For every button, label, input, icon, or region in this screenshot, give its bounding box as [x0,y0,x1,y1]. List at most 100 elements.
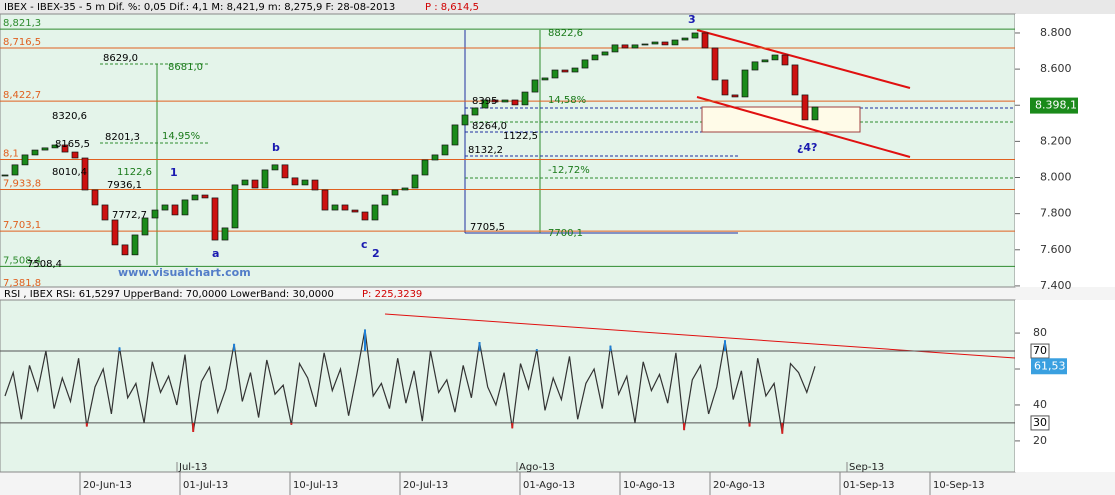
annotation: 8629,0 [103,53,138,64]
candle [1,174,9,177]
candle [141,217,149,236]
candle [121,244,129,256]
x-tick-label: 10-Jul-13 [293,480,338,491]
candle [131,234,139,256]
level-label: 8,716,5 [3,37,41,48]
candle [711,47,719,81]
level-label: 8,422,7 [3,90,41,101]
candle [51,144,59,149]
annotation: 1122,5 [503,131,538,142]
candle [111,219,119,246]
candle [631,44,639,49]
wave-label: b [272,141,280,154]
y-tick-label: 8.200 [1040,134,1072,147]
candle [391,189,399,196]
rsi-panel [0,299,1016,473]
candle [241,179,249,186]
wave-label: c [361,238,368,251]
candle [331,204,339,211]
candle [231,184,239,229]
candle [741,69,749,98]
candle [661,41,669,46]
trend-line [696,29,911,89]
candle [431,154,439,161]
annotation: 8395 [472,96,497,107]
candle [621,44,629,49]
rsi-title-p: P: 225,3239 [362,289,422,300]
candle [411,174,419,189]
candle [771,54,779,61]
annotation: -12,72% [548,165,590,176]
level-label: 7,933,8 [3,178,41,189]
candle [721,79,729,96]
band-label: 30 [1033,416,1047,429]
candle [301,179,309,186]
candle [791,64,799,96]
band-box [1030,343,1050,359]
trend-line [696,96,911,158]
candle [531,79,539,93]
annotation: 8264,0 [472,121,507,132]
candle [421,159,429,176]
candle [691,32,699,39]
y-tick-label: 7.400 [1040,279,1072,292]
candle [221,227,229,241]
candle [171,204,179,216]
x-tick-label: 01-Ago-13 [523,480,575,491]
candle [461,114,469,126]
candle [811,106,819,121]
target-box [701,106,861,133]
annotation: 1122,6 [117,167,152,178]
annotation: 8822,6 [548,28,583,39]
rsi-line [4,329,816,434]
rsi-axis-area [1015,300,1115,472]
candle [91,189,99,206]
wave-label: ¿4? [797,141,817,154]
header-p: P : 8,614,5 [425,2,479,13]
candle [361,211,369,221]
candle [611,44,619,53]
candle [651,41,659,45]
candle [491,99,499,103]
annotation: 8132,2 [468,145,503,156]
band-box [1030,415,1050,431]
candle [31,149,39,156]
candle [401,187,409,191]
y-tick-label: 40 [1033,398,1047,411]
candle [761,59,769,63]
candle [581,59,589,69]
x-tick-label: 01-Jul-13 [183,480,228,491]
candle [311,179,319,191]
candle [371,204,379,221]
candle [11,164,19,176]
candle [601,51,609,56]
annotation: 7936,1 [107,180,142,191]
annotation: 14,58% [548,95,586,106]
candle [81,157,89,191]
month-label: Ago-13 [519,462,555,473]
level-label: 8,821,3 [3,18,41,29]
y-tick-label: 7.600 [1040,243,1072,256]
header-bar [0,0,1115,14]
candle [261,169,269,189]
candle [271,164,279,171]
candle [571,67,579,73]
level-label: 7,703,1 [3,220,41,231]
y-tick-label: 20 [1033,434,1047,447]
level-label: 7,381,8 [3,278,41,289]
candle [451,124,459,146]
candle [211,197,219,241]
price-axis-area [1015,14,1115,287]
candle [731,94,739,98]
last-value-box [1031,358,1067,375]
candle [671,39,679,46]
candle [161,204,169,211]
level-label: 8,1 [3,148,19,159]
candle [151,209,159,219]
watermark: www.visualchart.com [118,266,251,279]
wave-label: 3 [688,13,696,26]
annotation: 14,95% [162,131,200,142]
candle [521,91,529,106]
